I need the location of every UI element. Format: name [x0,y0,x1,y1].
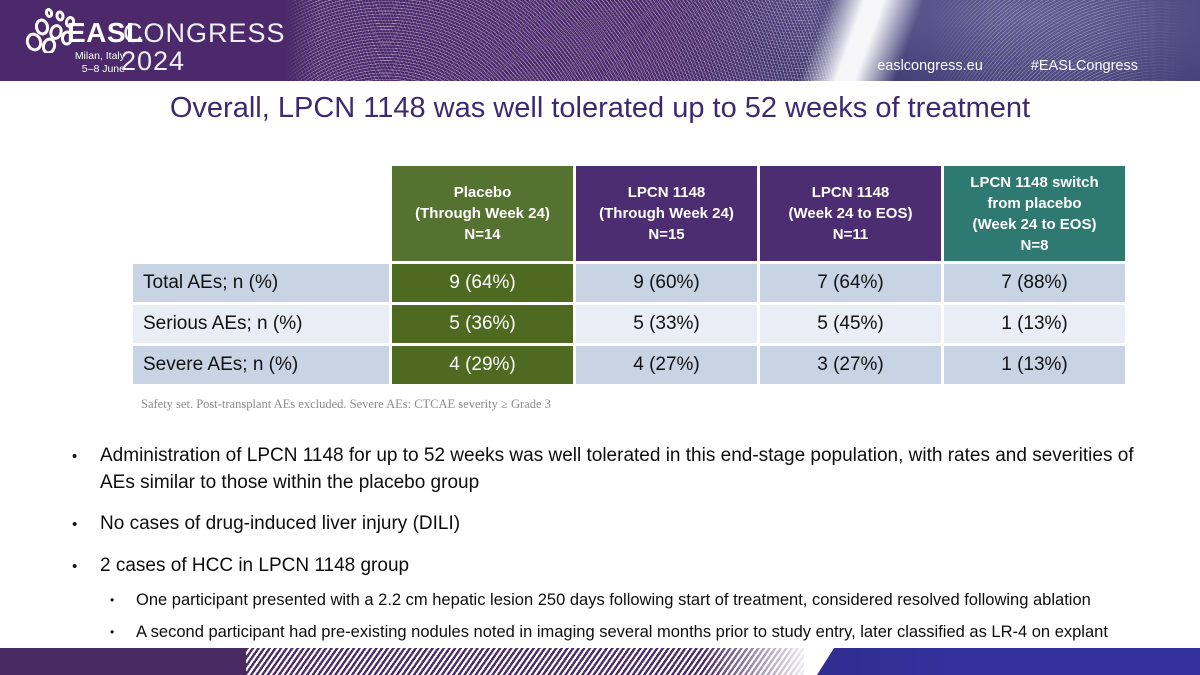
bullet-text: No cases of drug-induced liver injury (D… [100,513,461,535]
website-text: easlcongress.eu [877,58,983,74]
logo-dates: 5–8 June [81,62,125,75]
bullet-item: • Administration of LPCN 1148 for up to … [72,443,1172,496]
bullet-icon: • [72,557,78,575]
row-label-severe-aes: Severe AEs; n (%) [133,346,389,384]
header-links: easlcongress.eu #EASLCongress [877,58,1138,74]
sub-bullet-list: • One participant presented with a 2.2 c… [72,589,1172,645]
row-label-total-aes: Total AEs; n (%) [133,264,389,302]
adverse-events-table: Placebo (Through Week 24) N=14 LPCN 1148… [130,163,1128,387]
bullet-item: • No cases of drug-induced liver injury … [72,511,1172,538]
easl-cells-logo-icon [25,8,76,53]
cell-total-lpcn24: 9 (60%) [576,264,757,302]
col-header-lpcn-week24: LPCN 1148 (Through Week 24) N=15 [576,166,757,261]
cell-serious-switch: 1 (13%) [944,305,1125,343]
slide-title: Overall, LPCN 1148 was well tolerated up… [169,92,1031,124]
bullet-icon: • [72,448,78,465]
cell-severe-placebo: 4 (29%) [392,346,573,384]
row-label-serious-aes: Serious AEs; n (%) [133,305,389,343]
bullet-text: 2 cases of HCC in LPCN 1148 group [100,554,410,576]
cell-severe-lpcn24: 4 (27%) [576,346,757,384]
table-header-row: Placebo (Through Week 24) N=14 LPCN 1148… [133,166,1125,261]
bullet-icon: • [110,593,115,608]
guilloche-arcs-decoration [285,0,845,81]
table-row: Serious AEs; n (%) 5 (36%) 5 (33%) 5 (45… [133,305,1125,343]
hashtag-text: #EASLCongress [1030,58,1138,74]
footer-purple-band [0,648,246,675]
bullet-list: • Administration of LPCN 1148 for up to … [72,443,1172,645]
cell-severe-switch: 1 (13%) [944,346,1125,384]
cell-severe-lpcneos: 3 (27%) [760,346,941,384]
table-row: Total AEs; n (%) 9 (64%) 9 (60%) 7 (64%)… [133,264,1125,302]
cell-serious-lpcneos: 5 (45%) [760,305,941,343]
bullet-icon: • [110,625,115,640]
cell-total-switch: 7 (88%) [944,264,1125,302]
logo-easl-text: EASL [67,17,144,48]
footer-indigo-band [817,648,1200,675]
bullet-icon: • [72,516,78,534]
easl-congress-logo: EASL CONGRESS Milan, Italy 5–8 June 2024 [22,4,285,80]
sub-bullet-item: • One participant presented with a 2.2 c… [110,589,1172,613]
cell-total-lpcneos: 7 (64%) [760,264,941,302]
sub-bullet-text: A second participant had pre-existing no… [136,623,1108,642]
logo-year-text: 2024 [121,46,186,76]
logo-location: Milan, Italy [74,50,125,62]
footer-stripes-decoration [246,648,804,675]
table-footnote: Safety set. Post-transplant AEs excluded… [141,397,551,411]
col-header-placebo: Placebo (Through Week 24) N=14 [392,166,573,261]
col-header-lpcn-eos: LPCN 1148 (Week 24 to EOS) N=11 [760,166,941,261]
sub-bullet-item: • A second participant had pre-existing … [110,621,1172,645]
cell-serious-placebo: 5 (36%) [392,305,573,343]
bullet-text: Administration of LPCN 1148 for up to 52… [100,445,1134,493]
cell-serious-lpcn24: 5 (33%) [576,305,757,343]
sub-bullet-text: One participant presented with a 2.2 cm … [136,591,1091,610]
col-header-switch-placebo: LPCN 1148 switch from placebo (Week 24 t… [944,166,1125,261]
cell-total-placebo: 9 (64%) [392,264,573,302]
logo-location-dates: Milan, Italy 5–8 June [48,50,125,75]
bullet-item: • 2 cases of HCC in LPCN 1148 group [72,553,1172,580]
table-row: Severe AEs; n (%) 4 (29%) 4 (27%) 3 (27%… [133,346,1125,384]
logo-congress-text: CONGRESS [123,18,286,48]
table-corner-cell [133,166,389,261]
header-banner: EASL CONGRESS Milan, Italy 5–8 June 2024… [0,0,1200,81]
footer-banner [0,648,1200,675]
